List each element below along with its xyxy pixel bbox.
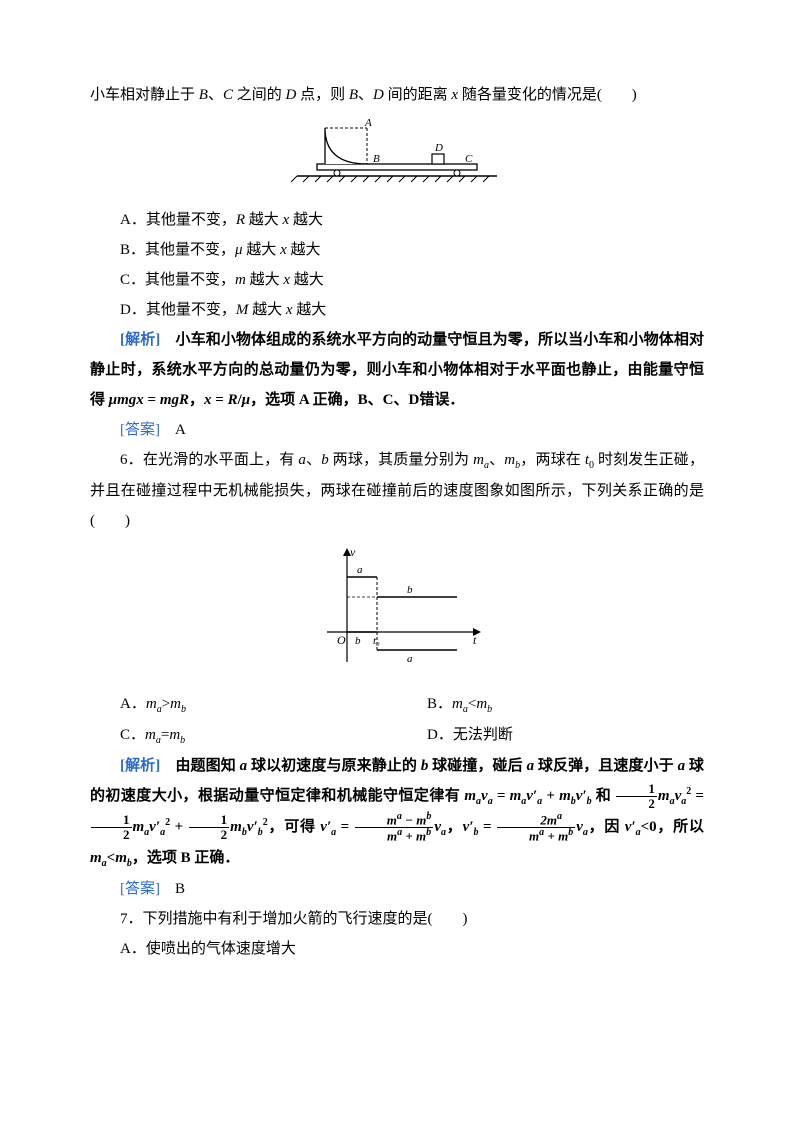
q6-analysis: [解析] 由题图知 a 球以初速度与原来静止的 b 球碰撞，碰后 a 球反弹，且…: [90, 751, 704, 874]
q5-option-a: A．其他量不变，R 越大 x 越大: [90, 205, 704, 235]
q5-option-d: D．其他量不变，M 越大 x 越大: [90, 295, 704, 325]
q6-option-b: B．ma<mb: [397, 689, 704, 720]
analysis-label: [解析]: [120, 758, 160, 774]
q7-number: 7．: [120, 911, 143, 927]
svg-text:b: b: [355, 635, 361, 647]
svg-text:v: v: [350, 545, 356, 559]
analysis-label: [解析]: [120, 332, 160, 348]
svg-text:A: A: [364, 117, 372, 129]
answer-text: B: [175, 881, 185, 897]
q7-prompt: 7．下列措施中有利于增加火箭的飞行速度的是( ): [90, 904, 704, 934]
q6-options-row1: A．ma>mb B．ma<mb: [90, 689, 704, 720]
q6-figure: v t O a b t₀ b a: [90, 542, 704, 683]
q5-option-b: B．其他量不变，μ 越大 x 越大: [90, 235, 704, 265]
q6-prompt: 6．在光滑的水平面上，有 a、b 两球，其质量分别为 ma、mb，两球在 t0 …: [90, 445, 704, 536]
svg-text:t₀: t₀: [373, 635, 380, 647]
answer-text: A: [175, 422, 186, 438]
q7-option-a: A．使喷出的气体速度增大: [90, 934, 704, 964]
answer-label: [答案]: [120, 881, 160, 897]
q6-options-row2: C．ma=mb D．无法判断: [90, 720, 704, 751]
svg-text:b: b: [407, 584, 413, 596]
svg-text:t: t: [473, 633, 477, 647]
q6-option-a: A．ma>mb: [90, 689, 397, 720]
q6-number: 6．: [120, 452, 143, 468]
q5-prompt: 小车相对静止于 B、C 之间的 D 点，则 B、D 间的距离 x 随各量变化的情…: [90, 80, 704, 110]
answer-label: [答案]: [120, 422, 160, 438]
q6-option-c: C．ma=mb: [90, 720, 397, 751]
svg-text:D: D: [434, 142, 443, 154]
q6-answer: [答案] B: [90, 874, 704, 904]
svg-text:B: B: [373, 153, 380, 165]
svg-text:C: C: [465, 153, 473, 165]
svg-text:a: a: [407, 653, 413, 665]
q5-figure: A B D C: [90, 116, 704, 199]
q5-answer: [答案] A: [90, 415, 704, 445]
q5-option-c: C．其他量不变，m 越大 x 越大: [90, 265, 704, 295]
q5-analysis: [解析] 小车和小物体组成的系统水平方向的动量守恒且为零，所以当小车和小物体相对…: [90, 325, 704, 415]
svg-text:O: O: [337, 633, 346, 647]
q6-option-d: D．无法判断: [397, 720, 704, 751]
svg-text:a: a: [357, 564, 363, 576]
